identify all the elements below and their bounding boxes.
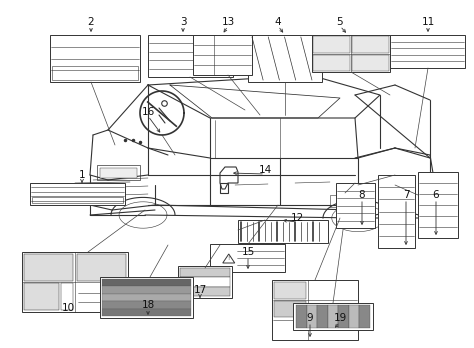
Text: !: ! — [228, 256, 230, 261]
Bar — [210, 244, 285, 272]
Bar — [100, 277, 193, 318]
Text: 15: 15 — [241, 247, 255, 257]
Text: 3: 3 — [180, 17, 186, 27]
Bar — [352, 55, 389, 71]
Text: 5: 5 — [337, 17, 343, 27]
Bar — [328, 305, 338, 328]
Bar — [338, 305, 349, 328]
Bar — [313, 55, 350, 71]
Bar — [238, 220, 328, 243]
Text: 9: 9 — [307, 313, 313, 323]
Bar — [330, 195, 350, 207]
Bar — [180, 277, 230, 287]
Bar — [220, 183, 228, 193]
Bar — [349, 305, 359, 328]
Bar — [102, 286, 191, 294]
Bar — [148, 35, 233, 77]
Bar — [30, 183, 125, 205]
Bar — [317, 305, 328, 328]
Text: 6: 6 — [433, 190, 439, 200]
Bar — [248, 35, 322, 82]
Bar — [22, 252, 128, 312]
Text: 12: 12 — [291, 213, 304, 223]
Bar — [180, 287, 230, 296]
Text: 17: 17 — [193, 285, 207, 295]
Bar — [418, 172, 458, 238]
Bar — [336, 183, 375, 228]
Bar — [313, 36, 350, 53]
Bar — [24, 283, 59, 310]
Bar — [312, 35, 390, 72]
Text: 19: 19 — [333, 313, 346, 323]
Bar — [102, 301, 191, 309]
Text: 1: 1 — [79, 170, 85, 180]
Bar — [102, 279, 191, 286]
Bar — [352, 36, 389, 53]
Bar — [378, 175, 415, 248]
Bar — [77, 254, 126, 281]
Text: 11: 11 — [421, 17, 435, 27]
Text: 16: 16 — [141, 107, 155, 117]
Bar — [178, 266, 232, 298]
Bar — [193, 35, 252, 75]
Bar — [293, 303, 373, 330]
Bar — [180, 268, 230, 277]
Bar — [102, 309, 191, 316]
Bar — [24, 254, 73, 281]
Bar — [100, 168, 137, 178]
Text: 18: 18 — [141, 300, 155, 310]
Text: 4: 4 — [275, 17, 281, 27]
Text: 14: 14 — [258, 165, 272, 175]
Text: 8: 8 — [359, 190, 365, 200]
Bar — [274, 301, 306, 317]
Text: 10: 10 — [62, 303, 74, 313]
Text: 7: 7 — [403, 190, 410, 200]
Bar — [359, 305, 370, 328]
Text: 2: 2 — [88, 17, 94, 27]
Bar — [274, 282, 306, 299]
Bar — [296, 305, 307, 328]
Bar — [50, 35, 140, 82]
Bar — [272, 280, 358, 340]
Bar — [102, 294, 191, 301]
Bar — [97, 165, 140, 180]
Bar — [390, 35, 465, 68]
Bar — [61, 283, 73, 310]
Bar — [32, 197, 123, 203]
Bar — [307, 305, 317, 328]
Text: 13: 13 — [221, 17, 235, 27]
Bar — [52, 65, 138, 80]
